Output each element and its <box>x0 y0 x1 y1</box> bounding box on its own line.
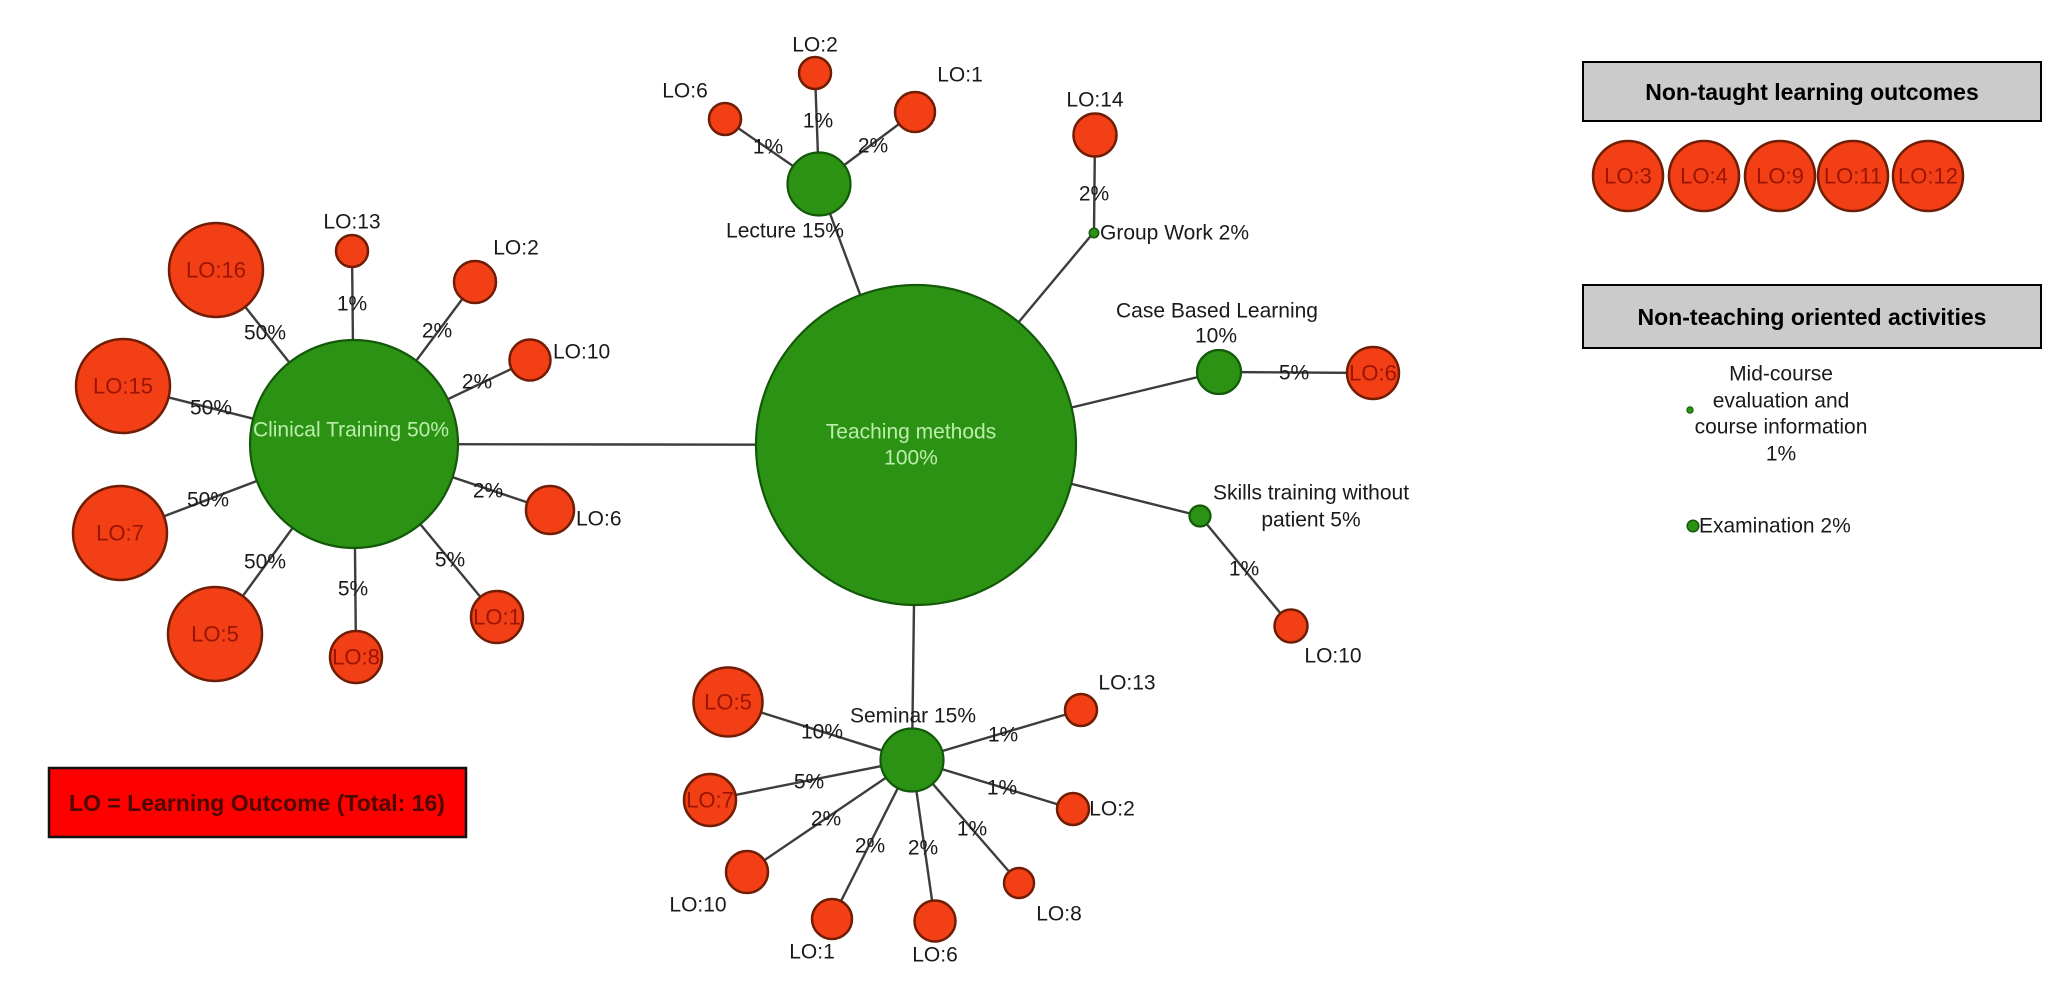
svg-text:Seminar 15%: Seminar 15% <box>850 705 976 728</box>
svg-text:2%: 2% <box>422 320 452 343</box>
svg-text:LO:16: LO:16 <box>186 258 246 283</box>
svg-text:50%: 50% <box>187 489 229 512</box>
svg-text:LO:13: LO:13 <box>1098 672 1155 695</box>
svg-text:LO:7: LO:7 <box>686 788 734 813</box>
svg-text:50%: 50% <box>244 551 286 574</box>
svg-text:patient 5%: patient 5% <box>1261 509 1360 532</box>
svg-text:LO:5: LO:5 <box>704 690 752 715</box>
svg-text:50%: 50% <box>190 397 232 420</box>
svg-text:LO:6: LO:6 <box>662 80 708 103</box>
svg-text:LO:2: LO:2 <box>792 34 838 57</box>
svg-text:LO:9: LO:9 <box>1756 164 1804 189</box>
svg-text:Non-taught learning outcomes: Non-taught learning outcomes <box>1645 79 1979 105</box>
svg-text:LO:11: LO:11 <box>1824 164 1882 189</box>
svg-text:LO:6: LO:6 <box>576 508 622 531</box>
svg-text:5%: 5% <box>1279 362 1309 385</box>
svg-text:evaluation and: evaluation and <box>1713 390 1850 413</box>
svg-text:LO:6: LO:6 <box>912 944 958 967</box>
svg-text:1%: 1% <box>337 293 367 316</box>
svg-text:LO:1: LO:1 <box>937 64 983 87</box>
svg-text:Clinical Training 50%: Clinical Training 50% <box>253 419 449 442</box>
svg-text:1%: 1% <box>988 724 1018 747</box>
svg-text:LO:2: LO:2 <box>493 237 539 260</box>
svg-text:LO:4: LO:4 <box>1680 164 1728 189</box>
svg-text:50%: 50% <box>244 322 286 345</box>
svg-text:LO:3: LO:3 <box>1604 164 1652 189</box>
svg-text:2%: 2% <box>811 808 841 831</box>
svg-text:LO:10: LO:10 <box>553 341 610 364</box>
svg-text:Examination 2%: Examination 2% <box>1699 515 1851 538</box>
svg-text:LO:8: LO:8 <box>332 645 380 670</box>
svg-text:1%: 1% <box>803 110 833 133</box>
svg-text:LO:1: LO:1 <box>789 941 835 964</box>
svg-text:1%: 1% <box>753 136 783 159</box>
svg-text:5%: 5% <box>435 549 465 572</box>
svg-text:1%: 1% <box>1766 443 1796 466</box>
svg-text:100%: 100% <box>884 447 938 470</box>
svg-text:2%: 2% <box>462 371 492 394</box>
svg-text:1%: 1% <box>987 777 1017 800</box>
svg-text:LO:10: LO:10 <box>1304 645 1361 668</box>
svg-text:Non-teaching oriented activiti: Non-teaching oriented activities <box>1638 304 1987 330</box>
svg-text:2%: 2% <box>858 135 888 158</box>
svg-text:1%: 1% <box>957 818 987 841</box>
svg-text:Mid-course: Mid-course <box>1729 363 1833 386</box>
svg-text:2%: 2% <box>908 837 938 860</box>
svg-text:Teaching methods: Teaching methods <box>826 421 996 444</box>
svg-text:10%: 10% <box>801 721 843 744</box>
svg-text:LO:5: LO:5 <box>191 622 239 647</box>
svg-text:Skills training without: Skills training without <box>1213 482 1409 505</box>
svg-text:LO:7: LO:7 <box>96 521 144 546</box>
svg-text:2%: 2% <box>855 835 885 858</box>
svg-text:2%: 2% <box>1079 183 1109 206</box>
svg-text:LO:14: LO:14 <box>1066 89 1124 112</box>
svg-text:5%: 5% <box>794 771 824 794</box>
svg-text:Case Based Learning: Case Based Learning <box>1116 300 1318 323</box>
svg-text:5%: 5% <box>338 578 368 601</box>
svg-text:10%: 10% <box>1195 325 1237 348</box>
svg-text:1%: 1% <box>1229 558 1259 581</box>
svg-text:LO:2: LO:2 <box>1089 798 1135 821</box>
svg-text:LO:13: LO:13 <box>323 211 380 234</box>
svg-text:LO:10: LO:10 <box>669 894 726 917</box>
svg-text:LO:6: LO:6 <box>1349 361 1397 386</box>
svg-text:2%: 2% <box>473 480 503 503</box>
svg-text:Lecture 15%: Lecture 15% <box>726 220 844 243</box>
svg-text:course information: course information <box>1695 416 1868 439</box>
svg-text:Group Work 2%: Group Work 2% <box>1100 222 1249 245</box>
svg-text:LO:12: LO:12 <box>1898 164 1958 189</box>
svg-text:LO:8: LO:8 <box>1036 903 1082 926</box>
svg-text:LO:15: LO:15 <box>93 374 153 399</box>
svg-text:LO = Learning Outcome (Total:: LO = Learning Outcome (Total: 16) <box>69 790 445 816</box>
svg-text:LO:1: LO:1 <box>473 605 521 630</box>
